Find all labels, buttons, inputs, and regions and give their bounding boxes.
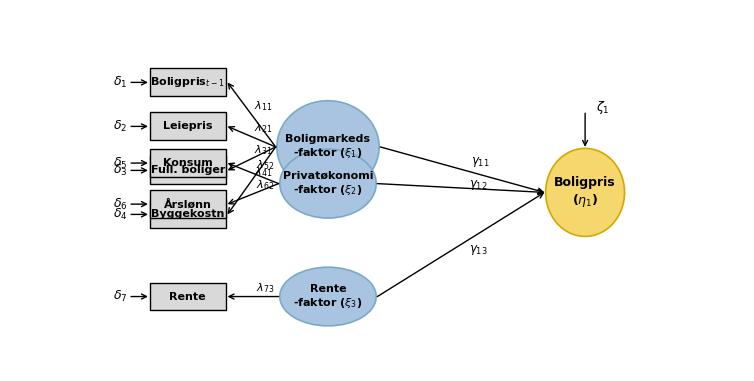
Text: $\lambda_{21}$: $\lambda_{21}$ [254, 122, 272, 135]
Text: $\lambda_{41}$: $\lambda_{41}$ [254, 165, 272, 179]
Text: $\zeta_1$: $\zeta_1$ [596, 99, 609, 116]
FancyBboxPatch shape [150, 157, 225, 184]
Text: $\delta_4$: $\delta_4$ [113, 207, 128, 222]
Ellipse shape [277, 101, 379, 193]
Text: $\gamma_{13}$: $\gamma_{13}$ [469, 243, 488, 257]
Text: Årslønn: Årslønn [164, 199, 212, 209]
Ellipse shape [280, 149, 376, 218]
Text: $\lambda_{73}$: $\lambda_{73}$ [256, 281, 274, 295]
Ellipse shape [280, 267, 376, 326]
Text: Rente: Rente [170, 291, 206, 301]
Text: $\delta_7$: $\delta_7$ [113, 289, 128, 304]
Text: Boligpris$_{t-1}$: Boligpris$_{t-1}$ [151, 75, 225, 90]
Text: $\lambda_{31}$: $\lambda_{31}$ [254, 143, 272, 157]
Text: $\delta_5$: $\delta_5$ [113, 155, 127, 171]
Text: Byggekostn: Byggekostn [151, 210, 225, 219]
FancyBboxPatch shape [150, 149, 225, 177]
Text: Privatøkonomi
-faktor ($\xi_2$): Privatøkonomi -faktor ($\xi_2$) [283, 171, 373, 197]
Text: Konsum: Konsum [163, 158, 213, 168]
Text: $\gamma_{11}$: $\gamma_{11}$ [470, 155, 489, 169]
Ellipse shape [546, 148, 624, 236]
Text: Rente
-faktor ($\xi_3$): Rente -faktor ($\xi_3$) [293, 283, 363, 309]
Text: Boligmarkeds
-faktor ($\xi_1$): Boligmarkeds -faktor ($\xi_1$) [286, 134, 370, 160]
Text: $\lambda_{52}$: $\lambda_{52}$ [256, 158, 274, 172]
FancyBboxPatch shape [150, 200, 225, 228]
Text: $\lambda_{11}$: $\lambda_{11}$ [254, 99, 272, 113]
FancyBboxPatch shape [150, 283, 225, 311]
Text: $\delta_3$: $\delta_3$ [113, 163, 128, 178]
Text: $\delta_1$: $\delta_1$ [113, 75, 127, 90]
Text: $\delta_6$: $\delta_6$ [113, 197, 128, 212]
Text: $\gamma_{12}$: $\gamma_{12}$ [469, 178, 488, 192]
Text: $\lambda_{62}$: $\lambda_{62}$ [256, 179, 274, 192]
Text: $\delta_2$: $\delta_2$ [113, 119, 127, 134]
Text: Full. boliger: Full. boliger [151, 165, 225, 175]
FancyBboxPatch shape [150, 69, 225, 96]
FancyBboxPatch shape [150, 112, 225, 140]
FancyBboxPatch shape [150, 190, 225, 218]
Text: Boligpris
($\eta_1$): Boligpris ($\eta_1$) [554, 176, 616, 209]
Text: Leiepris: Leiepris [163, 122, 213, 131]
